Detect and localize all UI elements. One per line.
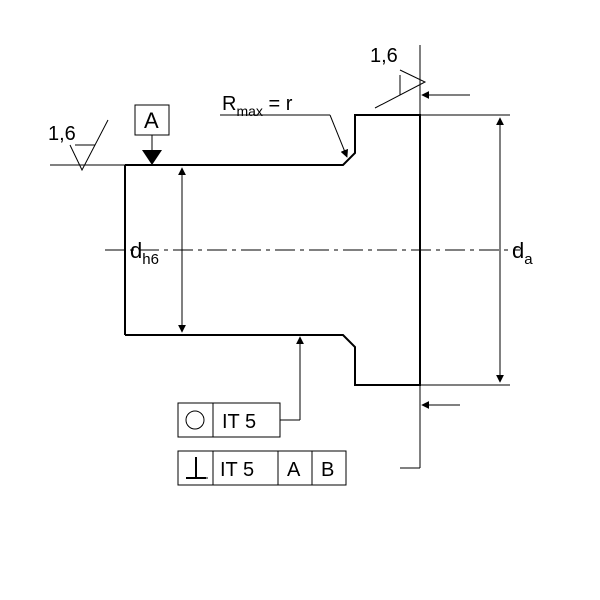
gdt-perpendicularity: IT 5 A B	[178, 385, 460, 485]
datum-a: A	[135, 105, 169, 165]
da-d: d	[512, 238, 524, 263]
surface-value-right: 1,6	[370, 45, 398, 67]
gdt-circularity: IT 5	[178, 337, 300, 437]
part-outline	[125, 115, 420, 385]
svg-text:dh6: dh6	[130, 238, 159, 268]
dh6-sub: h6	[142, 251, 159, 268]
surface-finish-right: 1,6	[370, 45, 470, 115]
surface-value-left: 1,6	[48, 123, 76, 145]
perp-b: B	[321, 459, 334, 481]
rmax-r: R	[222, 93, 236, 115]
perp-tol: IT 5	[220, 459, 254, 481]
datum-a-label: A	[144, 108, 159, 133]
rmax-annotation: Rmax = r	[220, 93, 347, 157]
circ-tol: IT 5	[222, 411, 256, 433]
rmax-suffix: = r	[263, 93, 293, 115]
perp-a: A	[287, 459, 301, 481]
technical-drawing: 1,6 A Rmax = r 1,6 dh6	[0, 0, 600, 600]
surface-finish-left: 1,6	[48, 120, 125, 170]
dh6-d: d	[130, 238, 142, 263]
rmax-sub: max	[236, 103, 262, 119]
svg-text:da: da	[512, 238, 533, 268]
da-sub: a	[524, 251, 533, 268]
